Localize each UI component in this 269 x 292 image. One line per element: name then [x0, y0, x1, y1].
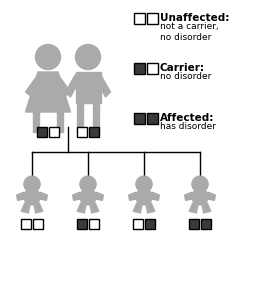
Polygon shape: [146, 203, 155, 213]
Polygon shape: [206, 192, 215, 200]
Polygon shape: [133, 203, 142, 213]
Bar: [147, 63, 158, 74]
Bar: [76, 72, 101, 103]
Circle shape: [80, 189, 96, 205]
Polygon shape: [65, 74, 79, 97]
Text: Carrier:: Carrier:: [160, 63, 205, 73]
Circle shape: [136, 189, 152, 205]
Polygon shape: [73, 192, 82, 200]
Polygon shape: [54, 74, 70, 96]
Text: Affected:: Affected:: [160, 113, 214, 123]
Bar: [147, 113, 158, 124]
Circle shape: [192, 176, 208, 192]
Polygon shape: [26, 74, 42, 96]
Circle shape: [24, 176, 40, 192]
Bar: [89, 219, 99, 229]
Circle shape: [76, 44, 101, 69]
Polygon shape: [38, 192, 47, 200]
Polygon shape: [185, 192, 194, 200]
Bar: [21, 219, 31, 229]
Bar: [201, 219, 211, 229]
Bar: [49, 127, 59, 137]
Bar: [134, 63, 145, 74]
Bar: [145, 219, 155, 229]
Polygon shape: [17, 192, 26, 200]
Polygon shape: [97, 74, 111, 97]
Polygon shape: [26, 72, 70, 112]
Circle shape: [136, 176, 152, 192]
Text: no disorder: no disorder: [160, 72, 211, 81]
Bar: [189, 219, 199, 229]
Polygon shape: [189, 203, 198, 213]
Bar: [133, 219, 143, 229]
Polygon shape: [77, 203, 86, 213]
Text: has disorder: has disorder: [160, 122, 216, 131]
Bar: [37, 127, 47, 137]
Bar: [77, 103, 83, 132]
Polygon shape: [34, 203, 43, 213]
Circle shape: [24, 189, 40, 205]
Bar: [77, 127, 87, 137]
Bar: [33, 112, 39, 132]
Bar: [33, 219, 43, 229]
Polygon shape: [150, 192, 159, 200]
Text: not a carrier,
no disorder: not a carrier, no disorder: [160, 22, 219, 42]
Bar: [89, 127, 99, 137]
Bar: [77, 219, 87, 229]
Text: Unaffected:: Unaffected:: [160, 13, 229, 23]
Bar: [57, 112, 63, 132]
Polygon shape: [90, 203, 99, 213]
Bar: [147, 13, 158, 24]
Circle shape: [36, 44, 61, 69]
Circle shape: [80, 176, 96, 192]
Polygon shape: [202, 203, 211, 213]
Polygon shape: [129, 192, 138, 200]
Bar: [134, 13, 145, 24]
Bar: [134, 113, 145, 124]
Polygon shape: [94, 192, 103, 200]
Bar: [93, 103, 99, 132]
Polygon shape: [21, 203, 30, 213]
Circle shape: [192, 189, 208, 205]
